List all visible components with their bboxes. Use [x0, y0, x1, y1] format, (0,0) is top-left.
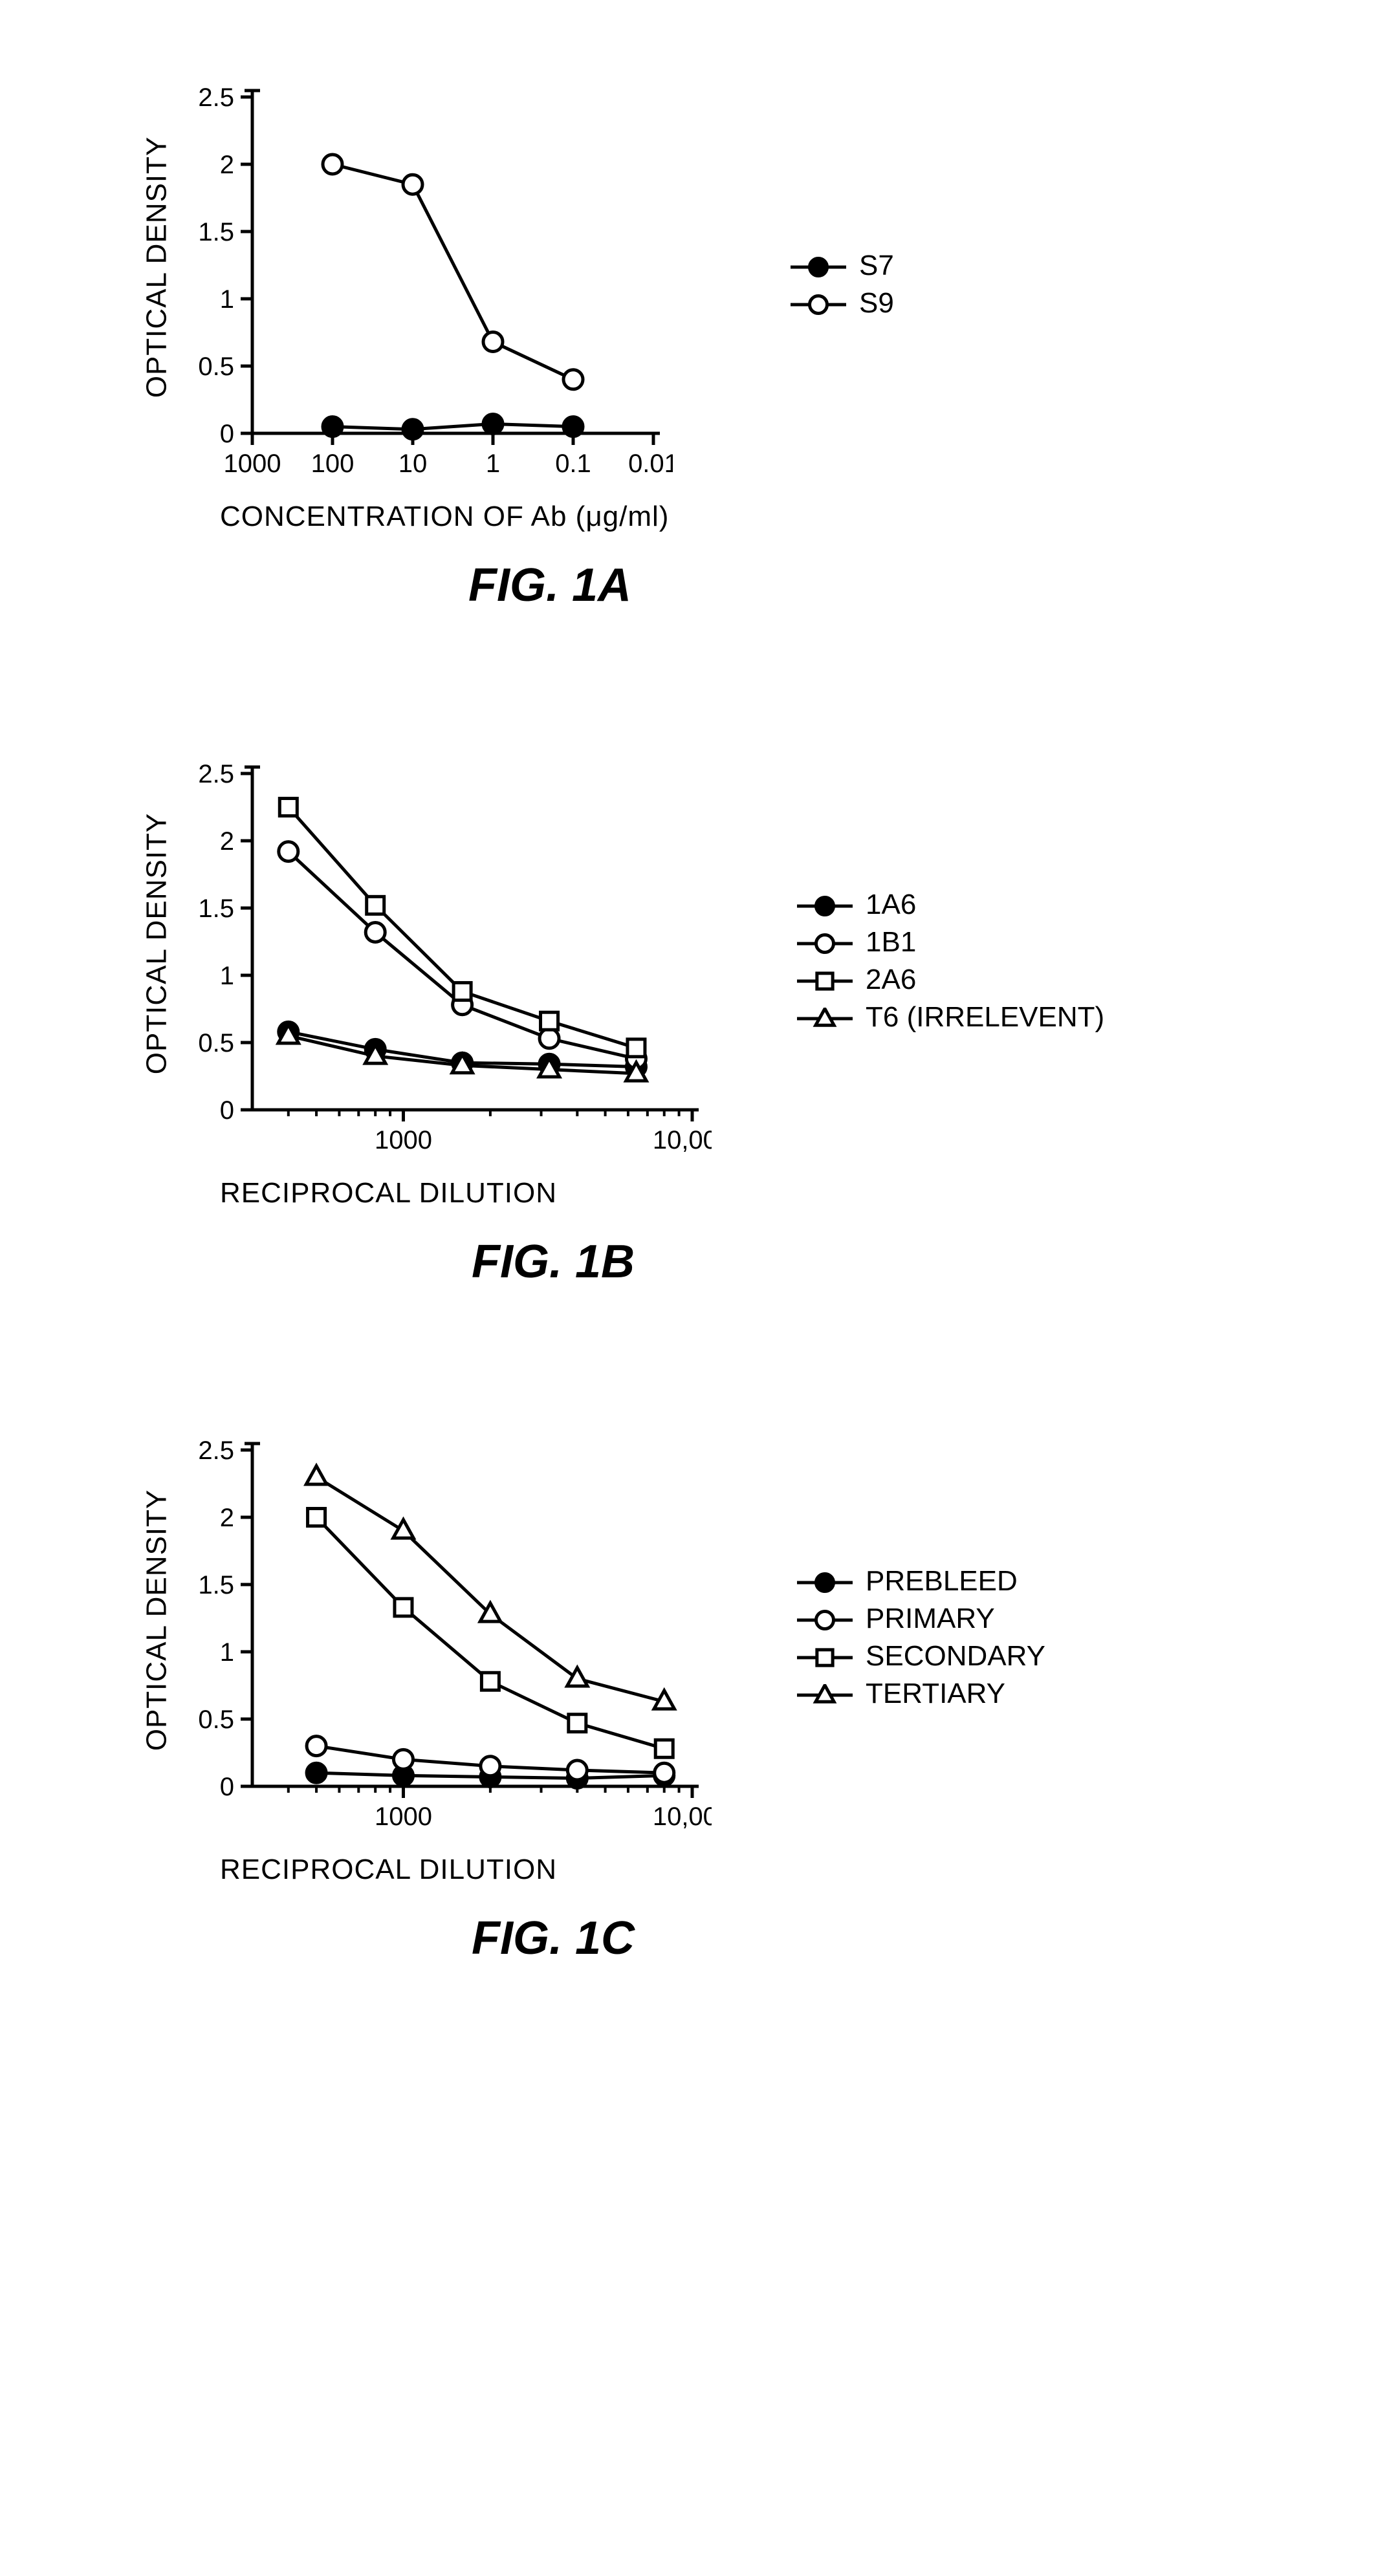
legend-marker-icon — [796, 970, 854, 990]
chart-svg: 0 0.5 1 1.5 2 2.5 1000 100 10 1 0.1 0.01 — [181, 78, 673, 492]
svg-text:1: 1 — [220, 1638, 234, 1667]
legend-item: 2A6 — [796, 961, 1104, 999]
svg-text:10,000: 10,000 — [653, 1126, 712, 1154]
svg-text:2.5: 2.5 — [198, 1436, 234, 1465]
svg-text:1: 1 — [220, 962, 234, 990]
x-axis-label: CONCENTRATION OF Ab (μg/ml) — [220, 501, 1247, 533]
legend-marker-icon — [796, 1647, 854, 1666]
svg-text:1.5: 1.5 — [198, 218, 234, 246]
y-axis-label: OPTICAL DENSITY — [140, 136, 173, 398]
svg-text:0.01: 0.01 — [628, 449, 673, 478]
figure-title: FIG. 1C — [181, 1912, 925, 1965]
svg-text:10,000: 10,000 — [653, 1802, 712, 1831]
legend-label: PRIMARY — [866, 1603, 995, 1635]
legend-label: S7 — [859, 250, 894, 282]
svg-text:2.5: 2.5 — [198, 760, 234, 788]
svg-text:2: 2 — [220, 827, 234, 856]
legend-label: 2A6 — [866, 964, 916, 996]
legend-label: TERTIARY — [866, 1678, 1005, 1710]
legend-item: SECONDARY — [796, 1638, 1045, 1675]
legend-marker-icon — [796, 1684, 854, 1704]
figure-panel-a: 00.511.522.510001001010.10.01OPTICAL DEN… — [181, 78, 1247, 612]
svg-text:0: 0 — [220, 1096, 234, 1125]
svg-text:1.5: 1.5 — [198, 894, 234, 923]
svg-text:0.5: 0.5 — [198, 1705, 234, 1734]
legend-item: S9 — [789, 285, 894, 322]
figure-panel-c: 00.511.522.5100010,000OPTICAL DENSITYPRE… — [181, 1431, 1247, 1965]
chart-svg: 0 0.5 1 1.5 2 2.5 1000 10,000 — [181, 754, 712, 1168]
svg-text:2: 2 — [220, 1504, 234, 1532]
legend-marker-icon — [789, 256, 847, 276]
legend-label: S9 — [859, 287, 894, 319]
svg-text:2.5: 2.5 — [198, 83, 234, 112]
svg-text:2: 2 — [220, 151, 234, 179]
legend-item: TERTIARY — [796, 1675, 1045, 1713]
legend-label: 1B1 — [866, 926, 916, 958]
legend-label: T6 (IRRELEVENT) — [866, 1001, 1104, 1034]
svg-text:0: 0 — [220, 1773, 234, 1801]
legend-item: PREBLEED — [796, 1563, 1045, 1600]
legend: PREBLEED PRIMARY SECONDARY TERTIARY — [796, 1563, 1045, 1713]
svg-text:0.1: 0.1 — [555, 449, 591, 478]
svg-text:1000: 1000 — [375, 1802, 432, 1831]
legend: S7S9 — [789, 247, 894, 322]
legend-item: 1B1 — [796, 924, 1104, 961]
svg-text:0.5: 0.5 — [198, 352, 234, 381]
legend-marker-icon — [796, 1609, 854, 1629]
svg-text:0: 0 — [220, 420, 234, 448]
figure-panel-b: 00.511.522.5100010,000OPTICAL DENSITY1A6… — [181, 754, 1247, 1288]
svg-text:100: 100 — [311, 449, 355, 478]
legend-label: PREBLEED — [866, 1565, 1018, 1597]
legend-marker-icon — [789, 294, 847, 313]
y-axis-label: OPTICAL DENSITY — [140, 813, 173, 1075]
figure-title: FIG. 1B — [181, 1235, 925, 1288]
svg-text:1: 1 — [486, 449, 500, 478]
legend-label: SECONDARY — [866, 1640, 1045, 1672]
legend-marker-icon — [796, 895, 854, 915]
legend-marker-icon — [796, 933, 854, 952]
svg-text:1: 1 — [220, 285, 234, 314]
figure-title: FIG. 1A — [181, 559, 919, 612]
svg-text:10: 10 — [399, 449, 428, 478]
legend-marker-icon — [796, 1572, 854, 1591]
legend-label: 1A6 — [866, 889, 916, 921]
legend-item: 1A6 — [796, 886, 1104, 924]
svg-text:1000: 1000 — [224, 449, 281, 478]
x-axis-label: RECIPROCAL DILUTION — [220, 1177, 1247, 1209]
chart-svg: 0 0.5 1 1.5 2 2.5 1000 10,000 — [181, 1431, 712, 1845]
legend-item: PRIMARY — [796, 1600, 1045, 1638]
x-axis-label: RECIPROCAL DILUTION — [220, 1854, 1247, 1886]
svg-text:0.5: 0.5 — [198, 1029, 234, 1057]
legend: 1A6 1B1 2A6 T6 (IRRELEVENT) — [796, 886, 1104, 1036]
svg-text:1.5: 1.5 — [198, 1571, 234, 1599]
legend-marker-icon — [796, 1008, 854, 1027]
legend-item: T6 (IRRELEVENT) — [796, 999, 1104, 1036]
legend-item: S7 — [789, 247, 894, 285]
y-axis-label: OPTICAL DENSITY — [140, 1489, 173, 1751]
svg-text:1000: 1000 — [375, 1126, 432, 1154]
